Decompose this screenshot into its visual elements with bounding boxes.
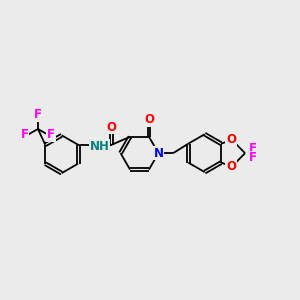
Text: F: F bbox=[248, 151, 256, 164]
Text: O: O bbox=[226, 133, 236, 146]
Text: N: N bbox=[153, 147, 164, 160]
Text: F: F bbox=[47, 128, 55, 141]
Text: O: O bbox=[226, 160, 236, 173]
Text: O: O bbox=[107, 121, 117, 134]
Text: NH: NH bbox=[90, 140, 110, 153]
Text: F: F bbox=[21, 128, 29, 141]
Text: F: F bbox=[248, 142, 256, 155]
Text: F: F bbox=[34, 108, 42, 122]
Text: O: O bbox=[144, 113, 154, 126]
